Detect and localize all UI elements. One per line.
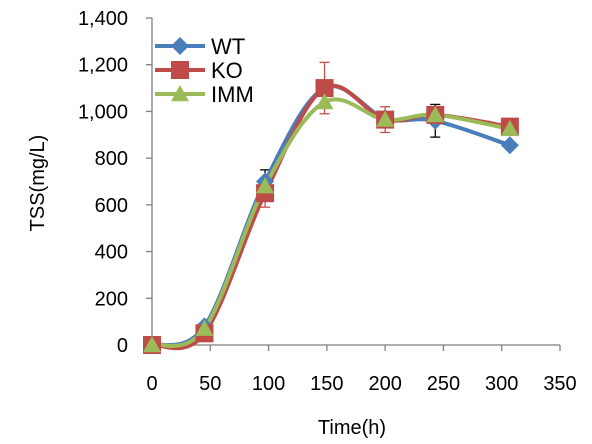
x-axis-title: Time(h) [318, 417, 386, 439]
x-tick-label: 350 [543, 373, 576, 395]
y-tick-label: 1,400 [78, 8, 128, 30]
y-tick-label: 800 [95, 148, 128, 170]
legend-label-imm: IMM [211, 82, 254, 107]
data-point-imm [500, 119, 519, 137]
x-tick-label: 50 [199, 373, 221, 395]
series-line-imm [150, 97, 512, 348]
y-tick-label: 1,000 [78, 101, 128, 123]
data-point-imm [256, 177, 275, 194]
y-axis-title: TSS(mg/L) [27, 135, 49, 232]
x-tick-label: 200 [368, 373, 401, 395]
x-tick-label: 100 [252, 373, 285, 395]
series-markers [143, 79, 519, 354]
x-tick-label: 0 [146, 373, 157, 395]
legend-marker-imm [171, 85, 189, 102]
y-tick-label: 200 [95, 288, 128, 310]
y-tick-label: 1,200 [78, 55, 128, 77]
y-tick-label: 400 [95, 242, 128, 264]
data-point-imm [195, 319, 214, 336]
y-tick-label: 600 [95, 195, 128, 217]
y-tick-label: 0 [117, 335, 128, 357]
data-point-imm [315, 93, 334, 110]
legend-label-ko: KO [211, 58, 243, 83]
data-point-ko [315, 79, 334, 98]
x-tick-label: 250 [427, 373, 460, 395]
data-point-wt [500, 136, 519, 155]
data-point-imm [376, 110, 395, 127]
legend-marker-ko [171, 61, 189, 79]
x-tick-label: 150 [310, 373, 343, 395]
axes: 0 200 400 600 800 1,000 1,200 1,400 0 50 100 150 200… [78, 8, 577, 395]
legend-label-wt: WT [211, 34, 245, 59]
data-point-imm [143, 336, 161, 353]
x-tick-label: 300 [485, 373, 518, 395]
series-line-wt [150, 84, 512, 348]
data-point-imm [426, 105, 445, 123]
legend-marker-wt [171, 37, 189, 55]
series-lines [150, 83, 512, 351]
